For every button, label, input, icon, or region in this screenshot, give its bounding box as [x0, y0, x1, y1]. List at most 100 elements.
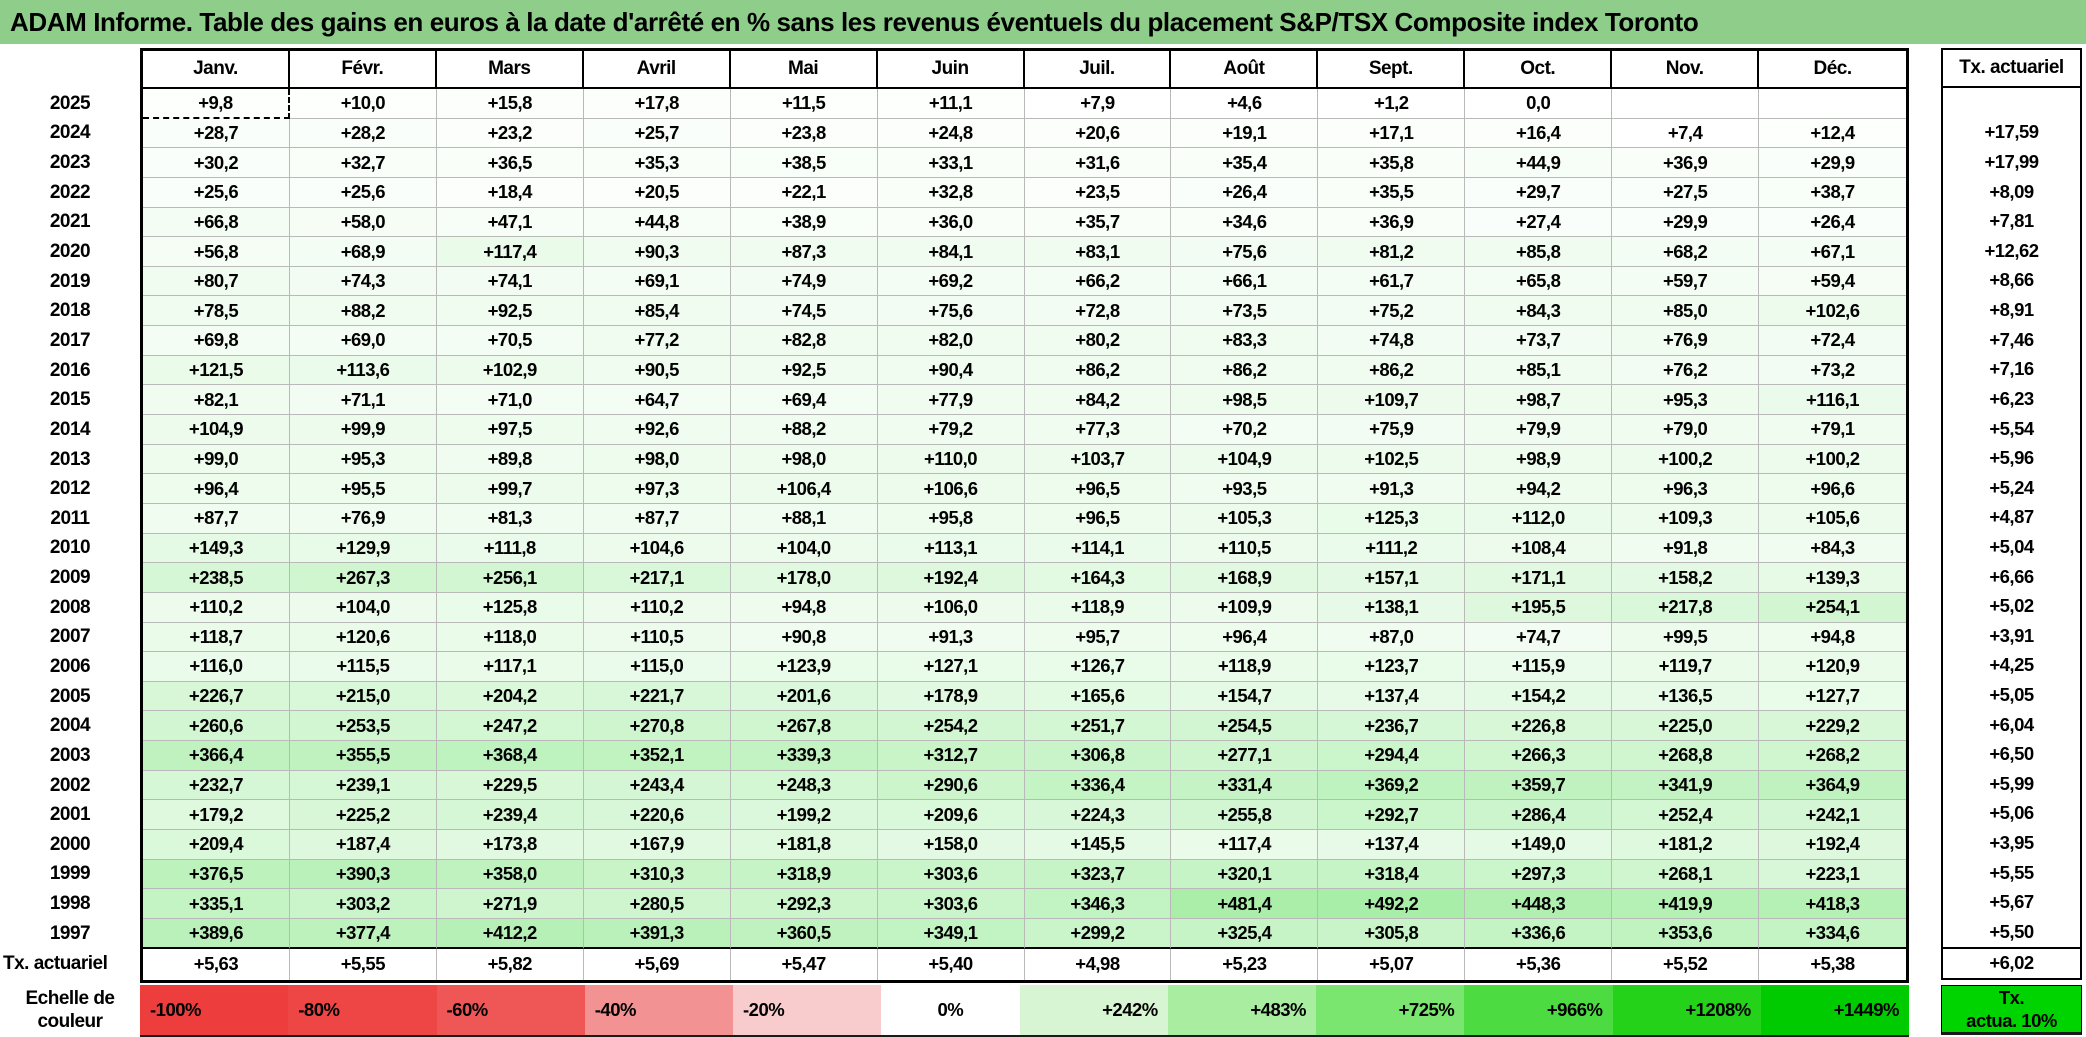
gain-cell-2023-Janv.[interactable]: +30,2 — [143, 148, 290, 178]
gain-cell-1998-Juin[interactable]: +303,6 — [877, 889, 1025, 919]
tx-actuariel-month-cell[interactable]: +5,23 — [1171, 948, 1319, 980]
gain-cell-2023-Juil.[interactable]: +31,6 — [1024, 148, 1172, 178]
gain-cell-2007-Juin[interactable]: +91,3 — [877, 622, 1025, 653]
tx-actuariel-value-2012[interactable]: +5,24 — [1989, 476, 2034, 498]
year-label-2015[interactable]: 2015 — [49, 389, 91, 411]
gain-cell-2021-Sept.[interactable]: +36,9 — [1318, 207, 1466, 238]
gain-cell-2010-Déc.[interactable]: +84,3 — [1759, 533, 1906, 564]
gain-cell-2024-Févr.[interactable]: +28,2 — [289, 118, 437, 149]
gain-cell-2018-Sept.[interactable]: +75,2 — [1318, 296, 1466, 327]
gain-cell-2025-Sept.[interactable]: +1,2 — [1318, 89, 1466, 119]
gain-cell-2002-Juil.[interactable]: +336,4 — [1024, 770, 1172, 801]
tx-actuariel-month-cell[interactable]: +5,36 — [1465, 948, 1613, 980]
tx-actuariel-month-cell[interactable]: +5,47 — [730, 948, 878, 980]
gain-cell-1998-Août[interactable]: +481,4 — [1171, 889, 1319, 919]
gain-cell-2011-Juin[interactable]: +95,8 — [877, 503, 1025, 534]
gain-cell-2001-Avril[interactable]: +220,6 — [583, 800, 731, 831]
gain-cell-2008-Févr.[interactable]: +104,0 — [289, 592, 437, 623]
gain-cell-2013-Juil.[interactable]: +103,7 — [1024, 444, 1172, 475]
gain-cell-2012-Sept.[interactable]: +91,3 — [1318, 474, 1466, 504]
gain-cell-1998-Avril[interactable]: +280,5 — [583, 889, 731, 919]
tx-actuariel-value-2025[interactable] — [1943, 88, 2080, 118]
gain-cell-2010-Juin[interactable]: +113,1 — [877, 533, 1025, 564]
gain-cell-2000-Déc.[interactable]: +192,4 — [1759, 830, 1906, 860]
gain-cell-2015-Oct.[interactable]: +98,7 — [1465, 385, 1613, 416]
gain-cell-2009-Nov.[interactable]: +158,2 — [1612, 563, 1760, 593]
gain-cell-2015-Juin[interactable]: +77,9 — [877, 385, 1025, 416]
gain-cell-2011-Sept.[interactable]: +125,3 — [1318, 503, 1466, 534]
gain-cell-2025-Juin[interactable]: +11,1 — [877, 89, 1025, 119]
year-label-2002[interactable]: 2002 — [49, 774, 91, 796]
legend-stop--60%[interactable]: -60% — [436, 985, 585, 1035]
gain-cell-2010-Mars[interactable]: +111,8 — [436, 533, 584, 564]
gain-cell-2013-Mai[interactable]: +98,0 — [730, 444, 878, 475]
gain-cell-2009-Juin[interactable]: +192,4 — [877, 563, 1025, 593]
gain-cell-2002-Avril[interactable]: +243,4 — [583, 770, 731, 801]
gain-cell-2023-Juin[interactable]: +33,1 — [877, 148, 1025, 178]
gain-cell-2025-Avril[interactable]: +17,8 — [583, 89, 731, 119]
gain-cell-2004-Août[interactable]: +254,5 — [1171, 711, 1319, 742]
tx-actuariel-value-2011[interactable]: +4,87 — [1989, 506, 2034, 528]
year-label-1998[interactable]: 1998 — [49, 893, 91, 915]
gain-cell-2013-Sept.[interactable]: +102,5 — [1318, 444, 1466, 475]
gain-cell-2013-Oct.[interactable]: +98,9 — [1465, 444, 1613, 475]
gain-cell-2017-Févr.[interactable]: +69,0 — [289, 326, 437, 356]
gain-cell-2006-Mai[interactable]: +123,9 — [730, 652, 878, 682]
month-header-Août[interactable]: Août — [1171, 51, 1319, 89]
gain-cell-2011-Avril[interactable]: +87,7 — [583, 503, 731, 534]
year-label-2023[interactable]: 2023 — [49, 152, 91, 174]
gain-cell-1997-Août[interactable]: +325,4 — [1171, 918, 1319, 949]
year-label-2022[interactable]: 2022 — [49, 181, 91, 203]
tx-actuariel-value-2016[interactable]: +7,16 — [1989, 358, 2034, 380]
gain-cell-2022-Déc.[interactable]: +38,7 — [1759, 177, 1906, 208]
tx-actuariel-value-2022[interactable]: +8,09 — [1989, 180, 2034, 202]
gain-cell-2005-Mars[interactable]: +204,2 — [436, 681, 584, 712]
gain-cell-2000-Nov.[interactable]: +181,2 — [1612, 830, 1760, 860]
gain-cell-2003-Oct.[interactable]: +266,3 — [1465, 741, 1613, 771]
gain-cell-2010-Janv.[interactable]: +149,3 — [143, 533, 290, 564]
gain-cell-2006-Avril[interactable]: +115,0 — [583, 652, 731, 682]
gain-cell-2013-Janv.[interactable]: +99,0 — [143, 444, 290, 475]
gain-cell-2021-Avril[interactable]: +44,8 — [583, 207, 731, 238]
month-header-Nov.[interactable]: Nov. — [1612, 51, 1760, 89]
tx-actuariel-value-1997[interactable]: +5,50 — [1989, 920, 2034, 942]
gain-cell-2020-Mars[interactable]: +117,4 — [436, 237, 584, 267]
gain-cell-2023-Mai[interactable]: +38,5 — [730, 148, 878, 178]
tx-actuariel-value-2006[interactable]: +4,25 — [1989, 654, 2034, 676]
gain-cell-2007-Févr.[interactable]: +120,6 — [289, 622, 437, 653]
gain-cell-2007-Avril[interactable]: +110,5 — [583, 622, 731, 653]
gain-cell-2011-Déc.[interactable]: +105,6 — [1759, 503, 1906, 534]
gain-cell-2006-Mars[interactable]: +117,1 — [436, 652, 584, 682]
gain-cell-2023-Mars[interactable]: +36,5 — [436, 148, 584, 178]
gain-cell-2004-Déc.[interactable]: +229,2 — [1759, 711, 1906, 742]
tx-actuariel-value-1998[interactable]: +5,67 — [1989, 891, 2034, 913]
gain-cell-2008-Sept.[interactable]: +138,1 — [1318, 592, 1466, 623]
gain-cell-2021-Août[interactable]: +34,6 — [1171, 207, 1319, 238]
gain-cell-2012-Juin[interactable]: +106,6 — [877, 474, 1025, 504]
gain-cell-2021-Févr.[interactable]: +58,0 — [289, 207, 437, 238]
legend-tx-actua-box[interactable]: Tx. actua. 10% — [1941, 985, 2082, 1035]
legend-stop-+966%[interactable]: +966% — [1464, 985, 1613, 1035]
gain-cell-2001-Mars[interactable]: +239,4 — [436, 800, 584, 831]
gain-cell-2007-Janv.[interactable]: +118,7 — [143, 622, 290, 653]
gain-cell-2023-Févr.[interactable]: +32,7 — [289, 148, 437, 178]
gain-cell-2004-Nov.[interactable]: +225,0 — [1612, 711, 1760, 742]
gain-cell-1998-Nov.[interactable]: +419,9 — [1612, 889, 1760, 919]
gain-cell-2000-Janv.[interactable]: +209,4 — [143, 830, 290, 860]
gain-cell-2021-Juin[interactable]: +36,0 — [877, 207, 1025, 238]
tx-actuariel-value-2014[interactable]: +5,54 — [1989, 417, 2034, 439]
gain-cell-2014-Déc.[interactable]: +79,1 — [1759, 415, 1906, 445]
gain-cell-2022-Oct.[interactable]: +29,7 — [1465, 177, 1613, 208]
gain-cell-2009-Juil.[interactable]: +164,3 — [1024, 563, 1172, 593]
gain-cell-1999-Févr.[interactable]: +390,3 — [289, 859, 437, 890]
gain-cell-2008-Déc.[interactable]: +254,1 — [1759, 592, 1906, 623]
gain-cell-2003-Janv.[interactable]: +366,4 — [143, 741, 290, 771]
gain-cell-2015-Avril[interactable]: +64,7 — [583, 385, 731, 416]
gain-cell-2016-Nov.[interactable]: +76,2 — [1612, 355, 1760, 386]
gain-cell-2007-Nov.[interactable]: +99,5 — [1612, 622, 1760, 653]
gain-cell-2002-Août[interactable]: +331,4 — [1171, 770, 1319, 801]
gain-cell-2007-Oct.[interactable]: +74,7 — [1465, 622, 1613, 653]
gain-cell-2016-Mars[interactable]: +102,9 — [436, 355, 584, 386]
gain-cell-1998-Mars[interactable]: +271,9 — [436, 889, 584, 919]
gain-cell-2008-Juil.[interactable]: +118,9 — [1024, 592, 1172, 623]
